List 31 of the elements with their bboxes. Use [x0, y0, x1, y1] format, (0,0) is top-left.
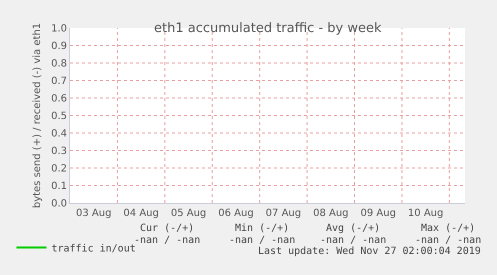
y-tick-label: 0.8	[51, 58, 67, 70]
text: -nan / -nan	[229, 235, 296, 246]
x-tick-label: 06 Aug	[218, 208, 254, 219]
y-tick-label: 0.4	[51, 128, 67, 140]
text: -nan / -nan	[134, 235, 200, 246]
y-tick-label: 0.5	[51, 111, 67, 122]
y-tick-label: 0.9	[51, 41, 67, 52]
y-tick-label: 1.0	[51, 24, 67, 34]
x-tick-label: 10 Aug	[408, 208, 444, 219]
text: -nan / -nan	[320, 235, 386, 246]
y-tick-label: 0.2	[51, 164, 67, 174]
x-tick-label: 08 Aug	[313, 208, 349, 219]
chart-title: eth1 accumulated traffic - by week	[154, 21, 382, 36]
y-tick-label: 0.3	[51, 146, 67, 157]
text: Avg (-/+)	[326, 223, 380, 234]
y-tick-label: 0.1	[51, 181, 67, 192]
y-axis-title: bytes send (+) / received (-) via eth1	[32, 22, 44, 208]
text: -nan / -nan	[415, 235, 482, 246]
x-tick-label: 09 Aug	[360, 208, 396, 219]
text: Min (-/+)	[235, 223, 290, 234]
text: Cur (-/+)	[140, 223, 194, 234]
legend-label: traffic in/out	[51, 243, 136, 254]
x-tick-label: 07 Aug	[266, 208, 302, 219]
text: Last update: Wed Nov 27 02:00:04 2019	[258, 246, 481, 257]
x-tick-label: 05 Aug	[170, 208, 206, 219]
y-tick-label: 0.7	[51, 76, 67, 87]
x-tick-label: 03 Aug	[76, 208, 112, 219]
y-tick-label: 0.0	[51, 198, 67, 210]
y-tick-label: 0.6	[51, 94, 67, 104]
x-tick-label: 04 Aug	[123, 208, 159, 219]
text: Max (-/+)	[421, 223, 476, 234]
